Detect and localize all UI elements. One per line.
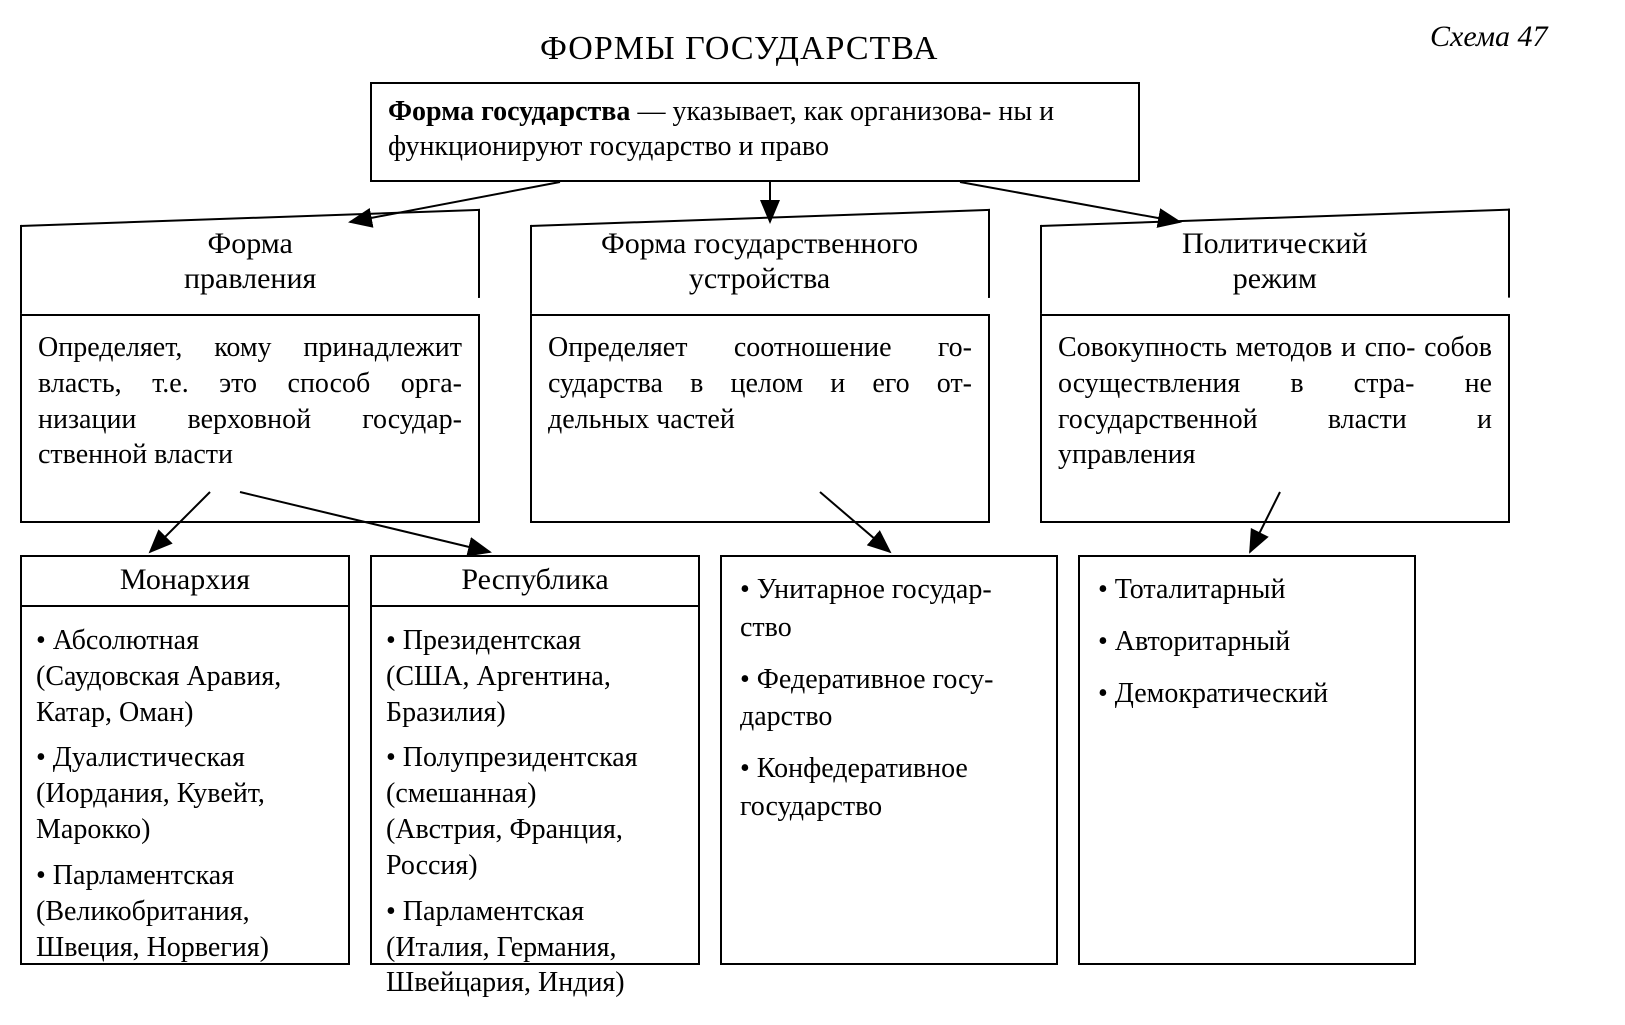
list-item: • Тоталитарный	[1098, 571, 1396, 609]
list-item: • Демократический	[1098, 675, 1396, 713]
list-item: • Парламентская (Италия, Германия, Швейц…	[386, 894, 684, 1001]
item-head: • Дуалистическая	[36, 742, 245, 773]
leaf-republic: Республика • Президентская (США, Аргенти…	[370, 555, 700, 965]
cat2-title-l1: Политический	[1182, 227, 1368, 260]
category-form-of-rule-body: Определяет, кому принадлежит власть, т.е…	[20, 314, 480, 523]
list-item: • Унитарное государ- ство	[740, 571, 1038, 647]
item-head: • Парламентская	[36, 860, 234, 891]
cat1-title-l1: Форма государственного	[601, 227, 918, 260]
scheme-number-label: Схема 47	[1430, 20, 1548, 54]
leaf-structure-types: • Унитарное государ- ство • Федеративное…	[720, 555, 1058, 965]
cat0-title-l1: Форма	[207, 227, 292, 260]
item-head: • Полупрезидентская (смешанная)	[386, 742, 638, 809]
root-lead: Форма государства	[388, 96, 630, 127]
item-sub: (Иордания, Кувейт, Марокко)	[36, 776, 334, 848]
item-sub: (Великобритания, Швеция, Норвегия)	[36, 894, 334, 966]
category-state-structure-header: Форма государственного устройства	[530, 209, 990, 314]
list-item: • Дуалистическая (Иордания, Кувейт, Маро…	[36, 740, 334, 847]
root-definition-box: Форма государства — указывает, как орган…	[370, 82, 1140, 182]
list-item: • Конфедеративное государство	[740, 750, 1038, 826]
root-definition-text: Форма государства — указывает, как орган…	[372, 84, 1138, 176]
category-political-regime-header: Политический режим	[1040, 209, 1510, 314]
leaf-monarchy-title: Монархия	[22, 557, 348, 607]
item-head: • Абсолютная	[36, 625, 199, 656]
category-political-regime-body: Совокупность методов и спо- собов осущес…	[1040, 314, 1510, 523]
cat2-title-l2: режим	[1233, 261, 1317, 294]
leaf-republic-title: Республика	[372, 557, 698, 607]
cat1-title-l2: устройства	[689, 261, 830, 294]
item-sub: (США, Аргентина, Бразилия)	[386, 659, 684, 731]
list-item: • Федеративное госу- дарство	[740, 661, 1038, 737]
list-item: • Авторитарный	[1098, 623, 1396, 661]
leaf-republic-list: • Президентская (США, Аргентина, Бразили…	[372, 607, 698, 1025]
category-form-of-rule-header: Форма правления	[20, 209, 480, 314]
cat0-title-l2: правления	[184, 261, 316, 294]
leaf-regime-types: • Тоталитарный • Авторитарный • Демократ…	[1078, 555, 1416, 965]
list-item: • Абсолютная (Саудовская Аравия, Катар, …	[36, 623, 334, 730]
item-sub: (Австрия, Франция, Россия)	[386, 812, 684, 884]
main-title: ФОРМЫ ГОСУДАРСТВА	[540, 30, 938, 68]
list-item: • Полупрезидентская (смешанная) (Австрия…	[386, 740, 684, 883]
diagram-page: Схема 47 ФОРМЫ ГОСУДАРСТВА Форма государ…	[0, 0, 1625, 991]
category-state-structure: Форма государственного устройства Опреде…	[530, 225, 990, 523]
item-head: • Парламентская	[386, 896, 584, 927]
list-item: • Президентская (США, Аргентина, Бразили…	[386, 623, 684, 730]
item-head: • Президентская	[386, 625, 581, 656]
item-sub: (Саудовская Аравия, Катар, Оман)	[36, 659, 334, 731]
list-item: • Парламентская (Великобритания, Швеция,…	[36, 858, 334, 965]
leaf-monarchy: Монархия • Абсолютная (Саудовская Аравия…	[20, 555, 350, 965]
category-political-regime: Политический режим Совокупность методов …	[1040, 225, 1510, 523]
category-state-structure-body: Определяет соотношение го- сударства в ц…	[530, 314, 990, 523]
category-form-of-rule: Форма правления Определяет, кому принадл…	[20, 225, 480, 523]
leaf-monarchy-list: • Абсолютная (Саудовская Аравия, Катар, …	[22, 607, 348, 989]
